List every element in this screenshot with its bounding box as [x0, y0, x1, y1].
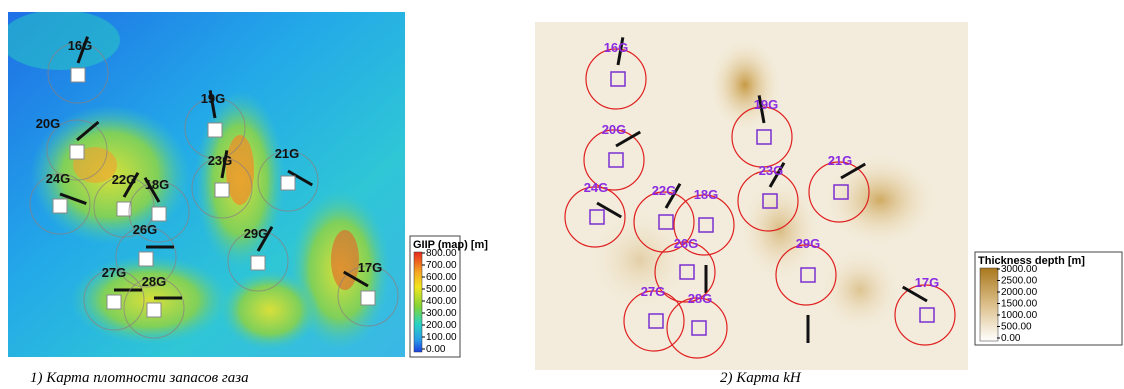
well-label: 26G	[674, 236, 699, 251]
well-marker	[139, 252, 153, 266]
well-label: 27G	[641, 284, 666, 299]
well-marker	[281, 176, 295, 190]
well-marker	[251, 256, 265, 270]
well-label: 21G	[828, 153, 853, 168]
well-label: 19G	[754, 97, 779, 112]
legend-tick-label: 500.00	[1001, 322, 1032, 333]
well-label: 16G	[68, 38, 93, 53]
well-label: 27G	[102, 265, 127, 280]
well-label: 24G	[46, 171, 71, 186]
legend-tick-label: 1000.00	[1001, 310, 1038, 321]
caption: 1) Карта плотности запасов газа	[30, 370, 249, 386]
legend-tick-label: 0.00	[426, 344, 446, 355]
well-label: 28G	[142, 274, 167, 289]
legend-tick-label: 3000.00	[1001, 264, 1038, 275]
well-label: 24G	[584, 180, 609, 195]
well-label: 16G	[604, 40, 629, 55]
well-label: 17G	[358, 260, 383, 275]
well-label: 22G	[112, 172, 137, 187]
well-label: 20G	[602, 122, 627, 137]
well-marker	[215, 183, 229, 197]
caption: 2) Карта kH	[720, 370, 802, 386]
legend-tick-label: 2500.00	[1001, 276, 1038, 287]
well-marker	[71, 68, 85, 82]
legend-tick-label: 1500.00	[1001, 299, 1038, 310]
well-marker	[107, 295, 121, 309]
well-marker	[53, 199, 67, 213]
well-label: 19G	[201, 91, 226, 106]
legend-tick-label: 0.00	[1001, 333, 1021, 344]
well-marker	[152, 207, 166, 221]
legend-tick-label: 800.00	[426, 248, 457, 259]
well-marker	[208, 123, 222, 137]
well-label: 18G	[145, 177, 170, 192]
figure: 1) Карта плотности запасов газа 2) Карта…	[0, 0, 1124, 389]
legend-tick-label: 200.00	[426, 320, 457, 331]
well-label: 18G	[694, 187, 719, 202]
well-label: 29G	[244, 226, 269, 241]
legend-tick-label: 700.00	[426, 260, 457, 271]
legend-1-colorbar	[414, 252, 422, 352]
legend-tick-label: 2000.00	[1001, 287, 1038, 298]
well-marker	[361, 291, 375, 305]
well-label: 29G	[796, 236, 821, 251]
well-label: 21G	[275, 146, 300, 161]
well-label: 22G	[652, 183, 677, 198]
page: {"maps": [ {"wells": ["16G", "19G", "20G…	[0, 0, 1124, 389]
well-label: 26G	[133, 222, 158, 237]
well-label: 20G	[36, 116, 61, 131]
well-label: 23G	[208, 153, 233, 168]
well-label: 23G	[759, 163, 784, 178]
legend-tick-label: 100.00	[426, 332, 457, 343]
legend-2-colorbar	[980, 268, 998, 341]
well-marker	[147, 303, 161, 317]
well-label: 28G	[688, 291, 713, 306]
well-label: 17G	[915, 275, 940, 290]
legend-tick-label: 500.00	[426, 284, 457, 295]
legend-tick-label: 300.00	[426, 308, 457, 319]
legend-tick-label: 600.00	[426, 272, 457, 283]
well-marker	[70, 145, 84, 159]
legend-tick-label: 400.00	[426, 296, 457, 307]
